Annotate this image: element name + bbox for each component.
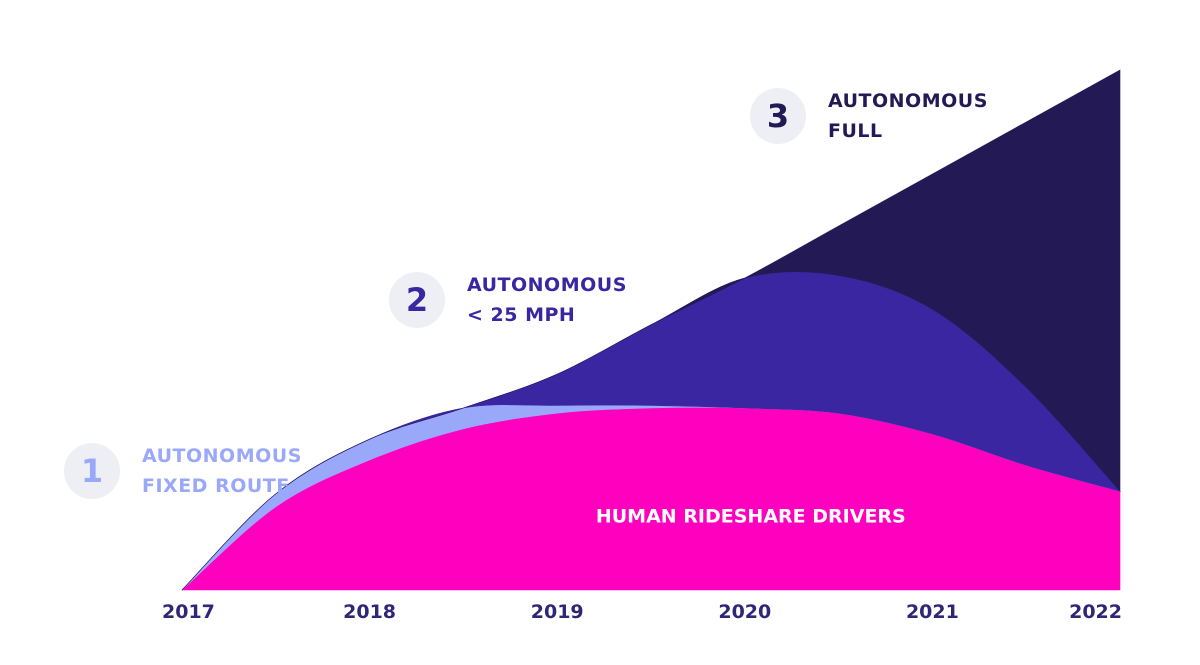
human-rideshare-drivers-label: HUMAN RIDESHARE DRIVERS xyxy=(596,505,906,527)
x-tick-label-2022: 2022 xyxy=(1069,601,1122,623)
area-series-group xyxy=(181,69,1121,591)
x-tick-label-2021: 2021 xyxy=(906,601,959,623)
stage-3-label-line1: AUTONOMOUS xyxy=(828,90,988,112)
stage-1-label-line2: FIXED ROUTE xyxy=(142,475,290,497)
stage-1-number-badge: 1 xyxy=(64,443,120,499)
stage-3-full: 3 AUTONOMOUS FULL xyxy=(750,86,988,146)
stage-3-label: AUTONOMOUS FULL xyxy=(828,86,988,146)
x-axis: 2017 2018 2019 2020 2021 2022 xyxy=(162,601,1122,623)
x-tick-label-2020: 2020 xyxy=(718,601,771,623)
area-series-4 xyxy=(181,69,1121,591)
x-tick-label-2017: 2017 xyxy=(162,601,215,623)
stage-3-label-line2: FULL xyxy=(828,120,883,142)
stage-2-label-line1: AUTONOMOUS xyxy=(467,274,627,296)
stage-1-label-line1: AUTONOMOUS xyxy=(142,445,302,467)
stage-2-label: AUTONOMOUS < 25 MPH xyxy=(467,270,627,330)
stage-2-label-line2: < 25 MPH xyxy=(467,304,576,326)
stage-2-under-25-mph: 2 AUTONOMOUS < 25 MPH xyxy=(389,270,627,330)
stage-1-fixed-route: 1 AUTONOMOUS FIXED ROUTE xyxy=(64,441,302,501)
stage-2-number-badge: 2 xyxy=(389,272,445,328)
x-tick-label-2019: 2019 xyxy=(531,601,584,623)
x-tick-label-2018: 2018 xyxy=(343,601,396,623)
stage-1-label: AUTONOMOUS FIXED ROUTE xyxy=(142,441,302,501)
stage-3-number-badge: 3 xyxy=(750,88,806,144)
